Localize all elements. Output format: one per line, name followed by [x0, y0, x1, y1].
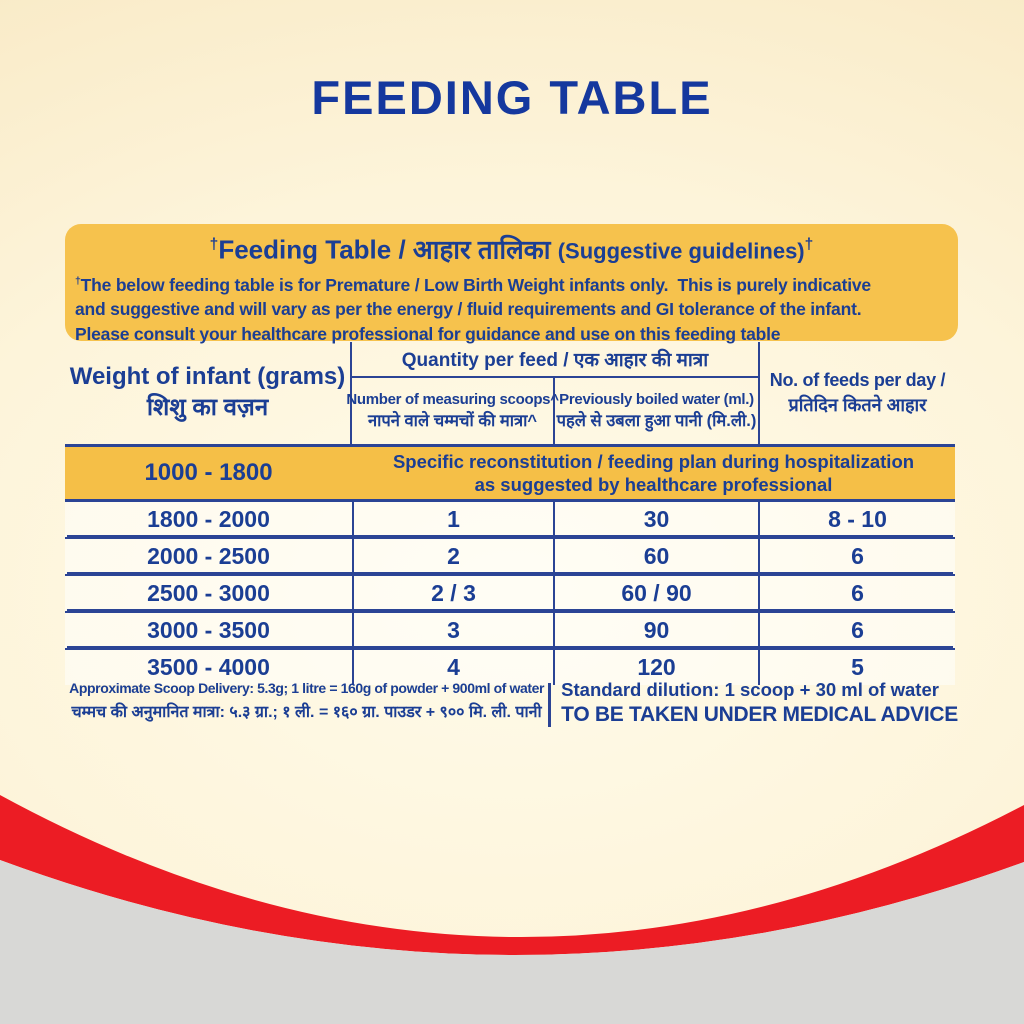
scoops-header-hi: नापने वाले चम्मचों की मात्रा^	[367, 411, 538, 430]
scoops-cell: 3	[352, 613, 553, 648]
table-row: 2000 - 2500 2 60 6	[65, 537, 955, 574]
feeds-header-hi: प्रतिदिन कितने आहार	[788, 395, 927, 415]
footer-scoop-note: Approximate Scoop Delivery: 5.3g; 1 litr…	[65, 677, 548, 725]
feeds-header-en: No. of feeds per day /	[769, 370, 946, 390]
hospitalization-row: 1000 - 1800 Specific reconstitution / fe…	[65, 444, 955, 502]
scoops-cell: 4	[352, 650, 553, 685]
weight-cell: 3500 - 4000	[147, 654, 270, 680]
hospitalization-note: Specific reconstitution / feeding plan d…	[352, 450, 955, 496]
scoop-delivery-hi: चम्मच की अनुमानित मात्रा: ५.३ ग्रा.; १ ल…	[71, 704, 542, 721]
weight-cell: 1000 - 1800	[144, 459, 273, 486]
note-line-1: †The below feeding table is for Prematur…	[75, 269, 948, 298]
feeds-cell: 8 - 10	[758, 502, 955, 537]
weight-cell: 2000 - 2500	[147, 543, 270, 569]
feeds-cell: 6	[758, 576, 955, 611]
column-header-feeds-per-day: No. of feeds per day / प्रतिदिन कितने आह…	[758, 342, 955, 444]
column-header-quantity-group: Quantity per feed / एक आहार की मात्रा	[352, 342, 758, 378]
table-row: 3000 - 3500 3 90 6	[65, 611, 955, 648]
info-box-note: †The below feeding table is for Prematur…	[75, 269, 948, 348]
info-box-title: †Feeding Table / आहार तालिका (Suggestive…	[75, 229, 948, 268]
column-header-scoops: Number of measuring scoops^ नापने वाले च…	[346, 378, 559, 444]
water-cell: 120	[553, 650, 758, 685]
water-cell: 30	[553, 502, 758, 537]
column-header-weight: Weight of infant (grams) शिशु का वज़न	[65, 342, 352, 444]
feeds-cell: 5	[758, 650, 955, 685]
water-cell: 60	[553, 539, 758, 574]
hospitalization-note-line-1: Specific reconstitution / feeding plan d…	[392, 451, 915, 472]
dagger-symbol: †	[804, 236, 814, 253]
standard-dilution-text: Standard dilution: 1 scoop + 30 ml of wa…	[561, 679, 939, 700]
table-row: 3500 - 4000 4 120 5	[65, 648, 955, 685]
column-header-water: Previously boiled water (ml.) पहले से उब…	[553, 378, 758, 444]
dagger-symbol: †	[75, 274, 81, 287]
info-box-title-paren: (Suggestive guidelines)	[557, 238, 805, 264]
page-title: FEEDING TABLE	[311, 71, 713, 124]
scoops-header-en: Number of measuring scoops^	[346, 390, 559, 408]
hospitalization-note-line-2: as suggested by healthcare professional	[474, 474, 833, 495]
water-header-hi: पहले से उबला हुआ पानी (मि.ली.)	[556, 411, 757, 430]
note-line-2: and suggestive and will vary as per the …	[75, 299, 862, 320]
gray-bottom-area	[0, 860, 1024, 1024]
weight-cell: 3000 - 3500	[147, 617, 270, 643]
info-box-title-text: Feeding Table / आहार तालिका	[218, 234, 558, 265]
red-curve-band	[0, 795, 1024, 956]
scoops-cell: 2	[352, 539, 553, 574]
water-cell: 90	[553, 613, 758, 648]
weight-header-hi: शिशु का वज़न	[146, 394, 269, 421]
weight-cell: 1800 - 2000	[147, 506, 270, 532]
note-line-3: Please consult your healthcare professio…	[75, 324, 781, 345]
footer-notes: Approximate Scoop Delivery: 5.3g; 1 litr…	[65, 677, 958, 727]
scoops-cell: 1	[352, 502, 553, 537]
table-row: 2500 - 3000 2 / 3 60 / 90 6	[65, 574, 955, 611]
table-header: Weight of infant (grams) शिशु का वज़न Qu…	[65, 342, 955, 444]
feeding-table: Weight of infant (grams) शिशु का वज़न Qu…	[65, 342, 955, 685]
info-box: †Feeding Table / आहार तालिका (Suggestive…	[65, 224, 958, 344]
scoops-cell: 2 / 3	[352, 576, 553, 611]
scoop-delivery-en: Approximate Scoop Delivery: 5.3g; 1 litr…	[69, 680, 545, 696]
weight-cell: 2500 - 3000	[147, 580, 270, 606]
feeds-cell: 6	[758, 539, 955, 574]
water-header-en: Previously boiled water (ml.)	[559, 390, 754, 408]
water-cell: 60 / 90	[553, 576, 758, 611]
footer-dilution-note: Standard dilution: 1 scoop + 30 ml of wa…	[551, 677, 958, 727]
note-line-1-text: The below feeding table is for Premature…	[80, 274, 872, 295]
feeds-cell: 6	[758, 613, 955, 648]
footer-divider	[548, 683, 552, 727]
weight-header-en: Weight of infant (grams)	[69, 363, 346, 390]
table-row: 1800 - 2000 1 30 8 - 10	[65, 502, 955, 537]
medical-advice-text: TO BE TAKEN UNDER MEDICAL ADVICE	[561, 703, 958, 726]
dagger-symbol: †	[209, 236, 219, 253]
